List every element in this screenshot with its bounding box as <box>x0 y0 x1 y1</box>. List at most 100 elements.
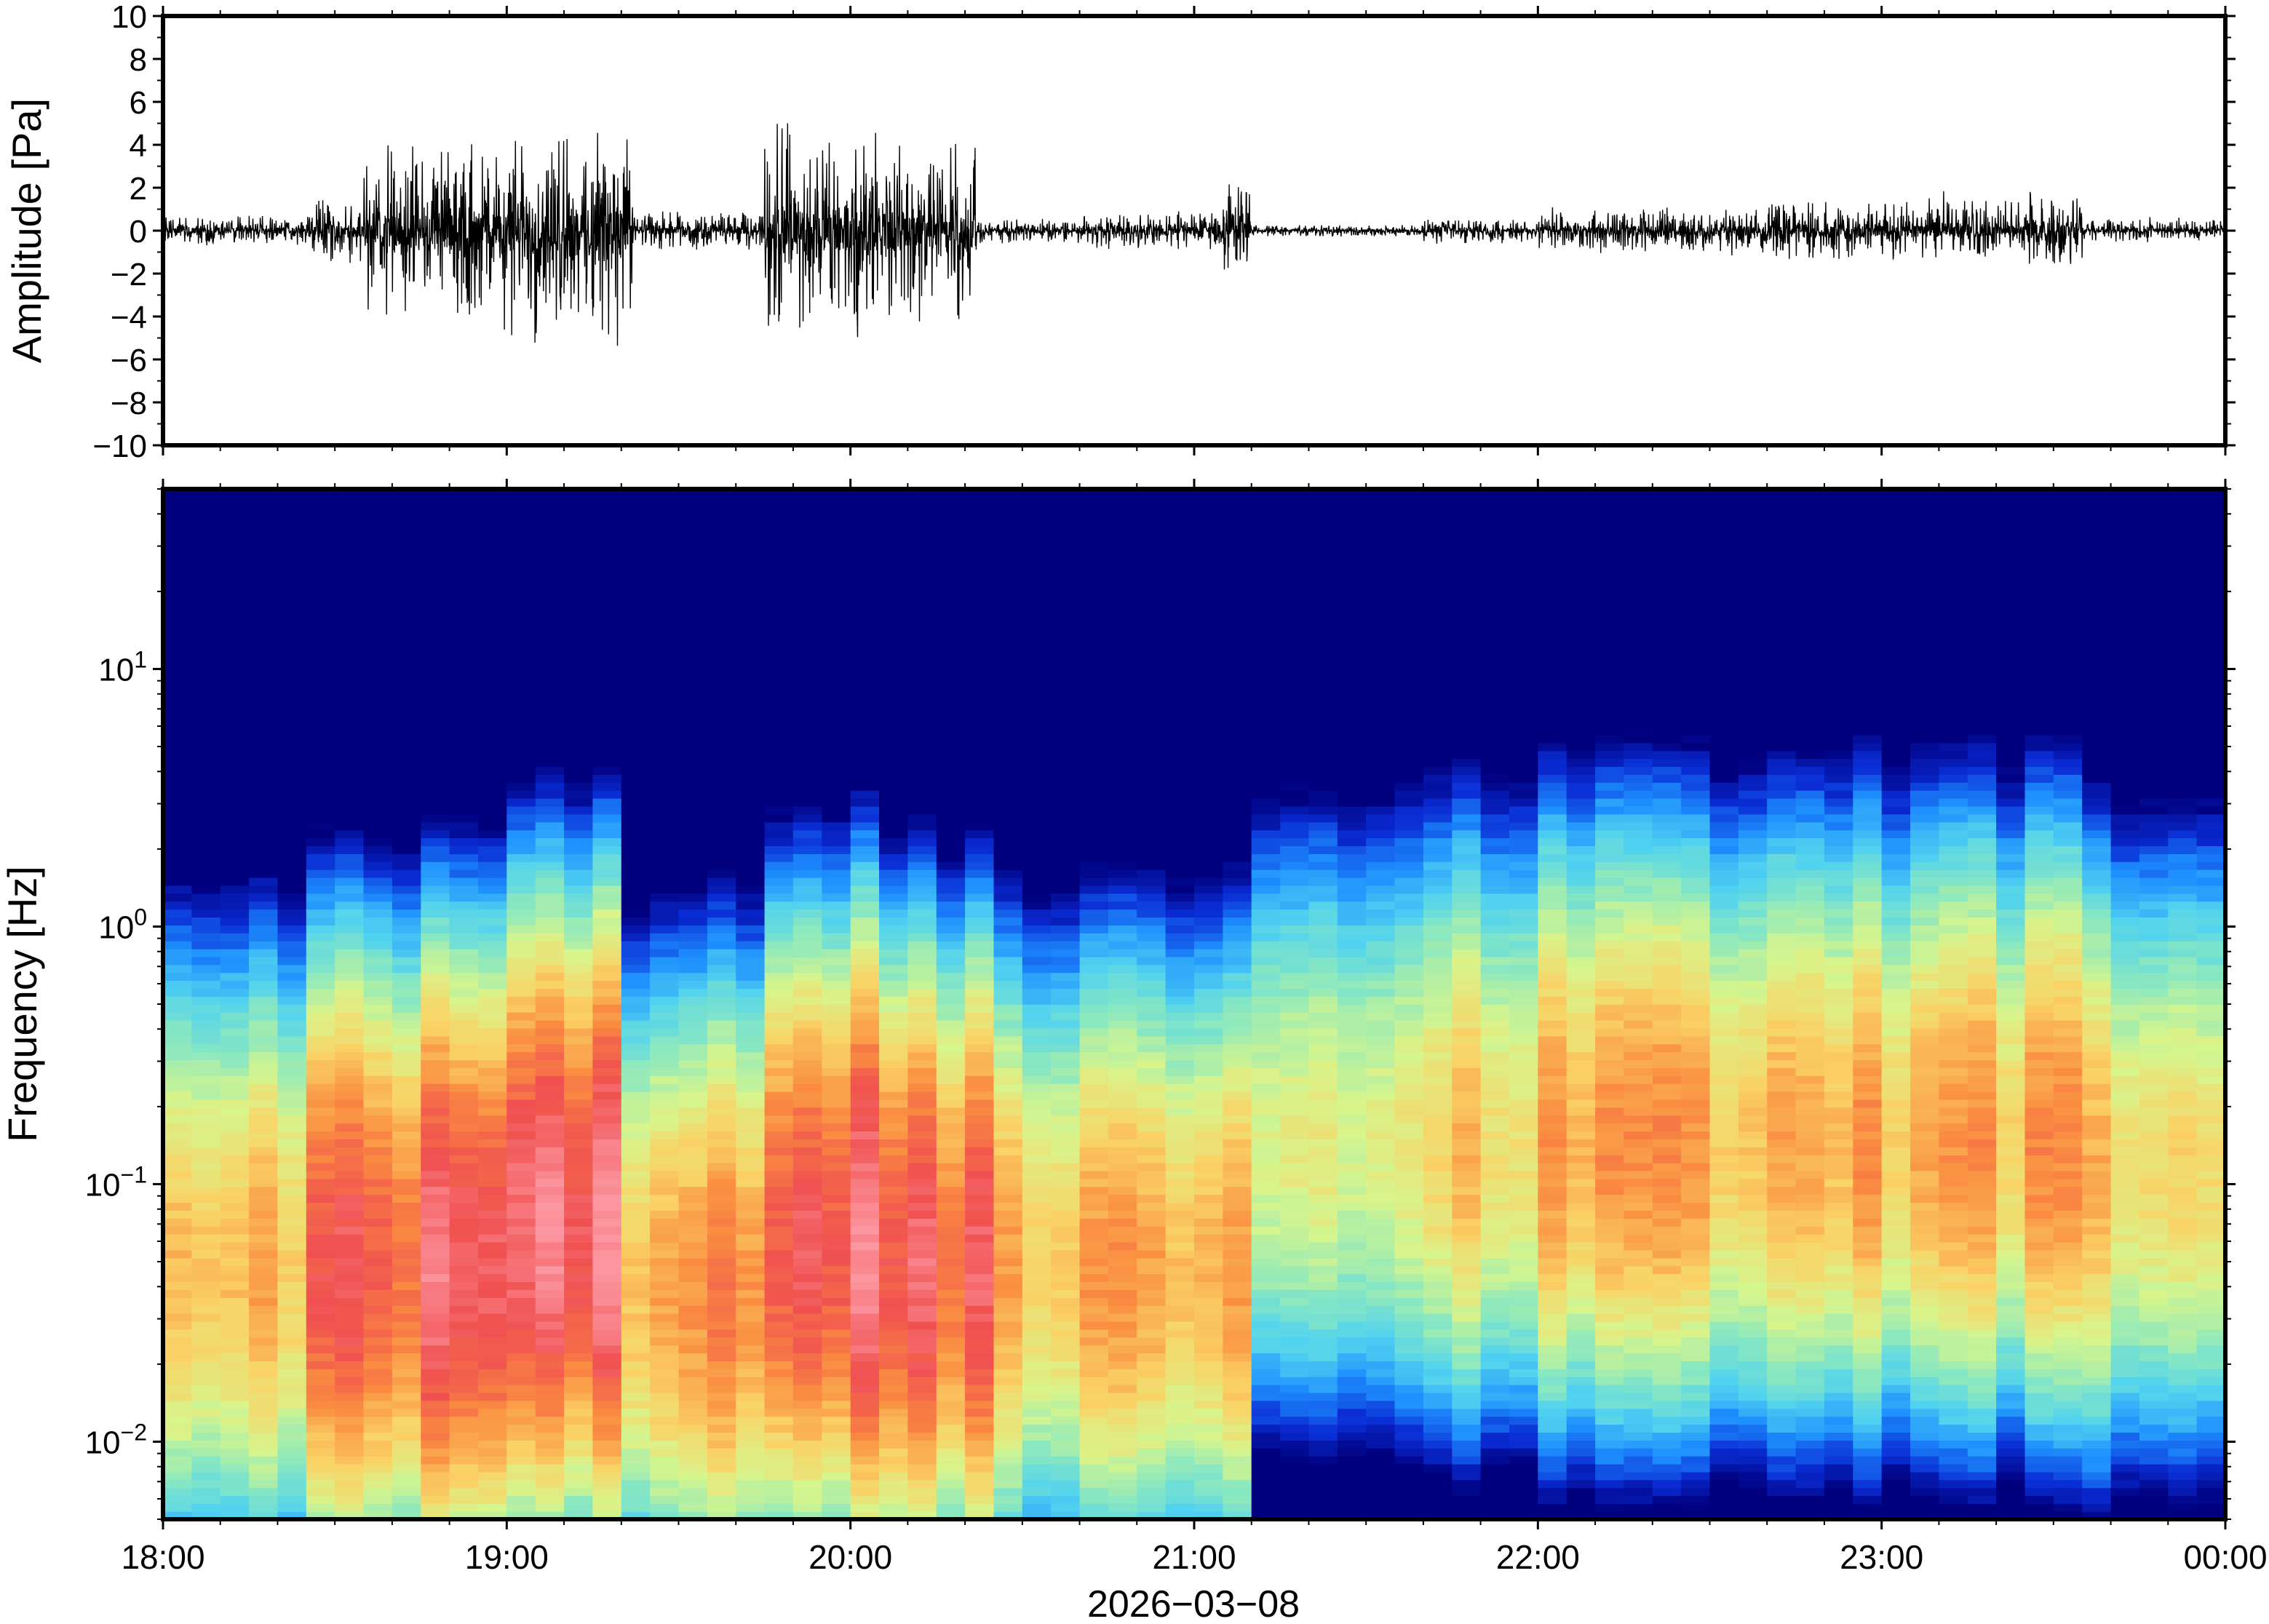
spectrogram-cell <box>792 988 823 997</box>
spectrogram-cell <box>163 1511 193 1519</box>
spectrogram-cell <box>249 1265 279 1275</box>
spectrogram-cell <box>650 592 680 601</box>
spectrogram-cell <box>792 1487 823 1497</box>
spectrogram-cell <box>678 1487 708 1497</box>
spectrogram-cell <box>850 1210 880 1219</box>
spectrogram-cell <box>449 1019 479 1029</box>
spectrogram-cell <box>277 718 307 728</box>
spectrogram-cell <box>736 956 766 966</box>
spectrogram-cell <box>1137 496 1167 506</box>
spectrogram-cell <box>335 687 365 696</box>
spectrogram-cell <box>936 576 966 585</box>
spectrogram-cell <box>421 925 450 934</box>
spectrogram-cell <box>277 972 307 982</box>
spectrogram-cell <box>1108 1479 1138 1489</box>
spectrogram-cell <box>277 711 307 720</box>
spectrogram-cell <box>564 1067 594 1076</box>
spectrogram-cell <box>678 640 708 648</box>
spectrogram-cell <box>392 750 422 760</box>
spectrogram-cell <box>993 1218 1023 1227</box>
spectrogram-cell <box>1022 797 1052 807</box>
spectrogram-cell <box>478 869 508 878</box>
spectrogram-cell <box>363 1408 393 1417</box>
spectrogram-cell <box>277 893 307 902</box>
spectrogram-cell <box>1194 679 1224 688</box>
spectrogram-cell <box>592 1257 622 1267</box>
spectrogram-cell <box>707 1147 737 1155</box>
spectrogram-cell <box>449 1083 479 1092</box>
spectrogram-cell <box>1194 853 1224 862</box>
spectrogram-cell <box>707 1155 737 1163</box>
spectrogram-cell <box>1022 1027 1052 1037</box>
spectrogram-cell <box>306 925 335 934</box>
spectrogram-cell <box>792 1011 823 1021</box>
spectrogram-cell <box>277 1392 307 1401</box>
spectrogram-cell <box>506 726 536 736</box>
spectrogram-cell <box>936 671 966 680</box>
spectrogram-cell <box>1108 616 1138 624</box>
spectrogram-cell <box>592 861 622 870</box>
spectrogram-cell <box>707 1099 737 1108</box>
spectrogram-cell <box>936 1440 966 1449</box>
spectrogram-cell <box>421 1424 450 1433</box>
spectrogram-cell <box>249 917 279 926</box>
spectrogram-cell <box>1051 1376 1081 1385</box>
spectrogram-cell <box>1022 917 1052 926</box>
spectrogram-cell <box>621 1281 651 1290</box>
spectrogram-cell <box>822 1416 851 1425</box>
spectrogram-cell <box>191 829 221 839</box>
spectrogram-cell <box>764 1487 794 1497</box>
spectrogram-cell <box>592 766 622 775</box>
spectrogram-cell <box>907 1059 937 1068</box>
spectrogram-cell <box>1051 766 1081 775</box>
spectrogram-cell <box>535 1503 565 1512</box>
spectrogram-cell <box>965 964 995 974</box>
spectrogram-cell <box>363 877 393 886</box>
spectrogram-cell <box>621 560 651 569</box>
spectrogram-cell <box>1194 1083 1224 1092</box>
spectrogram-cell <box>1165 766 1195 775</box>
spectrogram-cell <box>535 821 565 831</box>
spectrogram-cell <box>736 1321 766 1330</box>
spectrogram-cell <box>449 988 479 997</box>
spectrogram-cell <box>650 742 680 752</box>
spectrogram-cell <box>1194 758 1224 767</box>
spectrogram-cell <box>621 544 651 553</box>
spectrogram-cell <box>535 552 565 561</box>
spectrogram-cell <box>965 568 995 577</box>
spectrogram-cell <box>1137 837 1167 846</box>
spectrogram-cell <box>707 489 737 498</box>
spectrogram-cell <box>1108 829 1138 839</box>
spectrogram-cell <box>249 1194 279 1203</box>
spectrogram-cell <box>449 1361 479 1369</box>
spectrogram-cell <box>506 829 536 839</box>
spectrogram-cell <box>850 797 880 807</box>
spectrogram-cell <box>191 1313 221 1322</box>
spectrogram-cell <box>1108 1107 1138 1116</box>
spectrogram-cell <box>736 640 766 648</box>
spectrogram-cell <box>506 512 536 522</box>
spectrogram-cell <box>764 1361 794 1369</box>
spectrogram-cell <box>478 1305 508 1314</box>
spectrogram-cell <box>592 774 622 783</box>
spectrogram-cell <box>822 1321 851 1330</box>
spectrogram-cell <box>678 1131 708 1139</box>
spectrogram-cell <box>936 1051 966 1061</box>
spectrogram-cell <box>1079 1155 1109 1163</box>
spectrogram-cell <box>936 520 966 530</box>
spectrogram-cell <box>621 1170 651 1179</box>
spectrogram-cell <box>449 1107 479 1116</box>
spectrogram-cell <box>277 1448 307 1457</box>
spectrogram-cell <box>220 520 250 530</box>
spectrogram-cell <box>907 1273 937 1282</box>
spectrogram-cell <box>306 1139 335 1147</box>
spectrogram-cell <box>850 560 880 569</box>
spectrogram-cell <box>1079 647 1109 656</box>
spectrogram-cell <box>191 1194 221 1203</box>
spectrogram-cell <box>650 1099 680 1108</box>
spectrogram-cell <box>592 703 622 712</box>
spectrogram-cell <box>421 1241 450 1251</box>
spectrogram-cell <box>1165 1233 1195 1243</box>
spectrogram-cell <box>506 1487 536 1497</box>
spectrogram-cell <box>879 774 909 783</box>
